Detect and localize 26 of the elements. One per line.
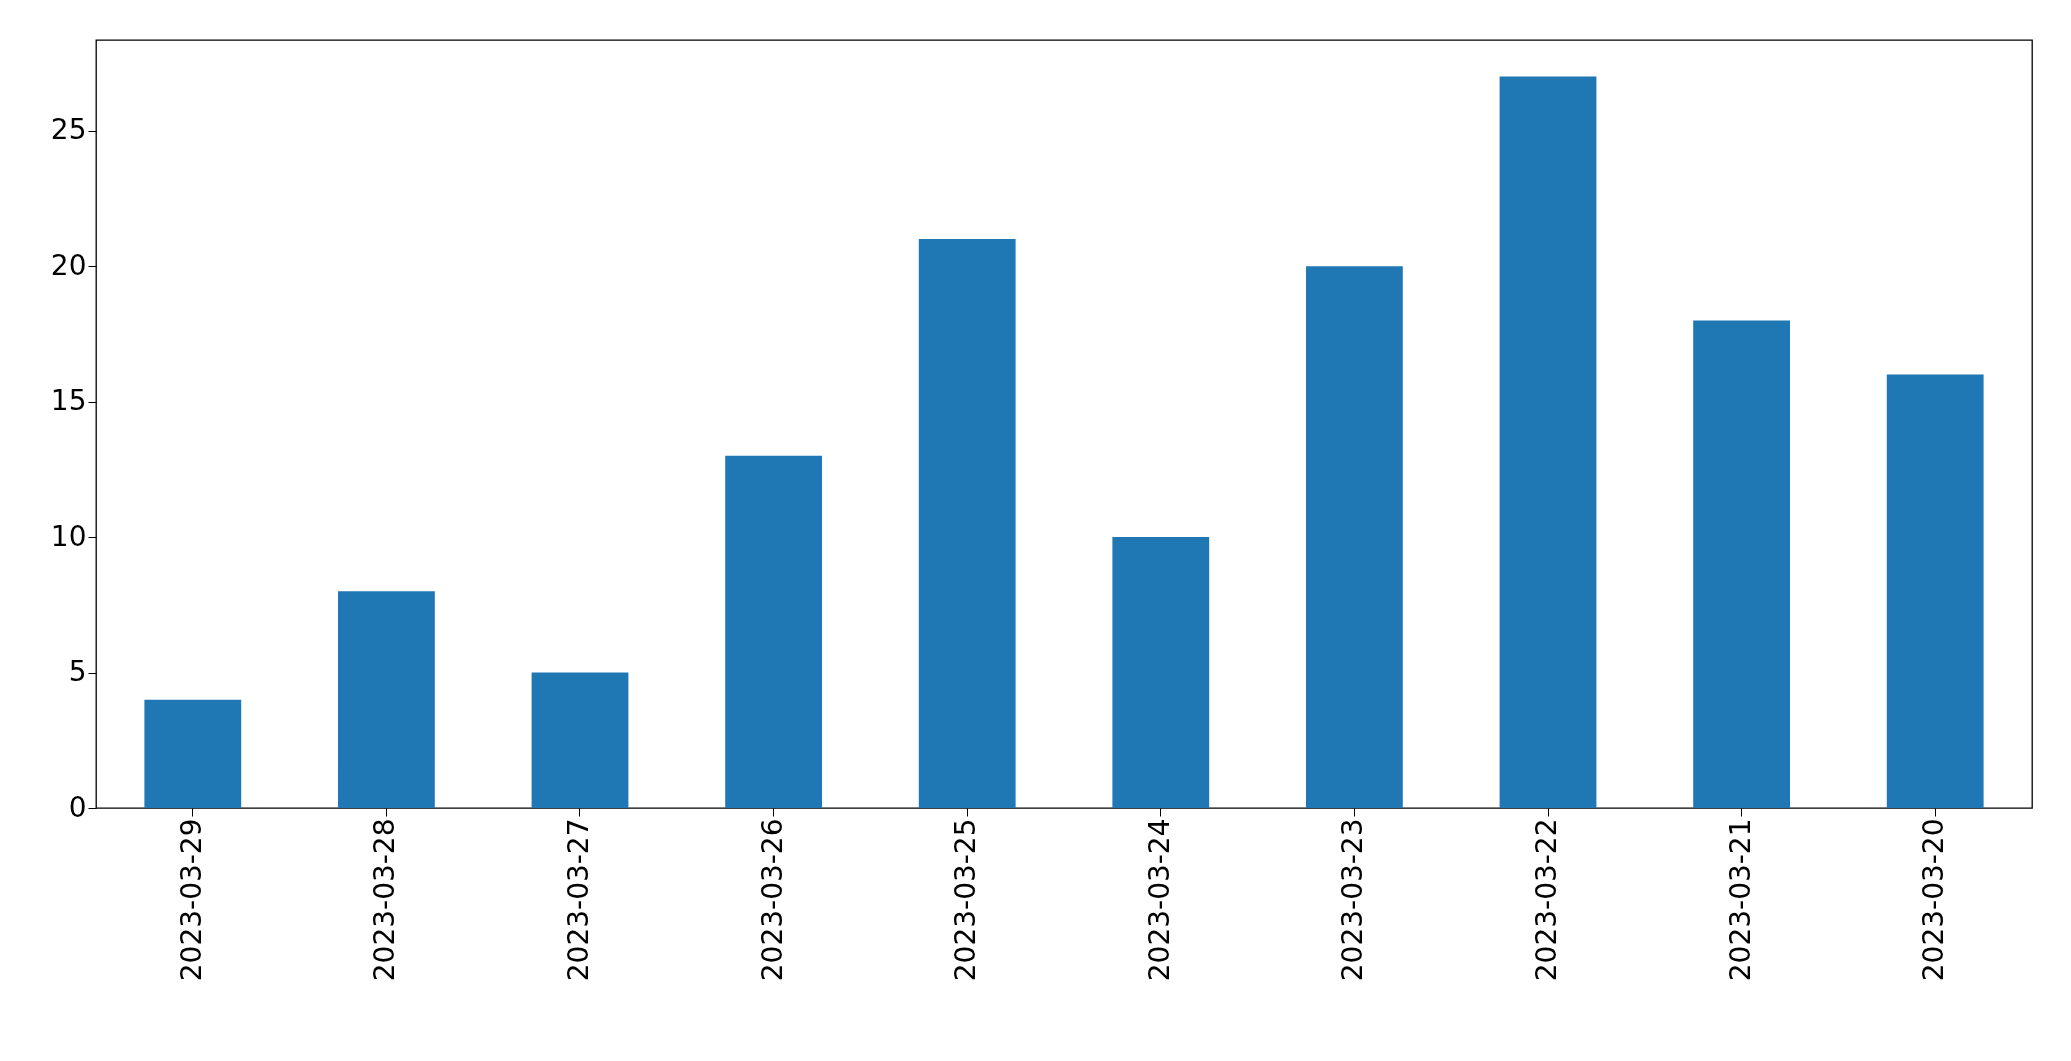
y-tick-label: 0: [68, 790, 87, 824]
x-tick-label: 2023-03-27: [562, 818, 595, 982]
bar: [531, 672, 629, 808]
y-tick-label: 15: [50, 384, 87, 418]
x-tick-label: 2023-03-29: [174, 818, 208, 982]
bar: [1112, 537, 1210, 808]
bar: [338, 591, 435, 808]
x-tick-label: 2023-03-20: [1917, 818, 1951, 982]
bar: [1693, 320, 1790, 808]
y-tick-label: 10: [50, 519, 87, 553]
bar: [144, 699, 242, 808]
x-tick-label: 2023-03-26: [755, 818, 789, 982]
bar: [1886, 374, 1984, 808]
bar: [1499, 76, 1597, 808]
x-tick-label: 2023-03-24: [1142, 818, 1176, 982]
x-tick-label: 2023-03-21: [1723, 818, 1757, 982]
y-tick-label: 25: [50, 113, 87, 147]
x-tick-label: 2023-03-25: [949, 818, 983, 982]
x-tick-label: 2023-03-28: [368, 818, 402, 982]
bar: [725, 455, 822, 808]
y-tick-label: 5: [68, 655, 87, 689]
x-tick-label: 2023-03-23: [1336, 818, 1370, 982]
y-tick-label: 20: [50, 248, 87, 282]
bar: [1306, 266, 1403, 808]
bar: [918, 239, 1016, 808]
x-tick-label: 2023-03-22: [1530, 818, 1563, 982]
